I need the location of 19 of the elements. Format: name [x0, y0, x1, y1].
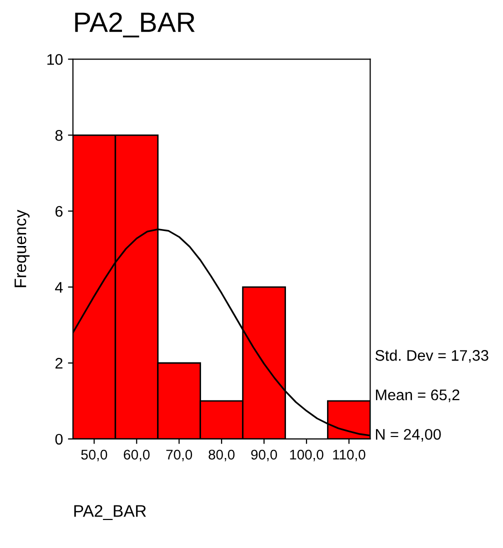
x-tick-label: 110,0 — [333, 450, 366, 462]
x-tick-label: 90,0 — [251, 450, 278, 462]
y-tick-label: 0 — [55, 434, 63, 445]
x-tick-label: 70,0 — [166, 450, 192, 462]
y-tick-label: 4 — [55, 282, 63, 293]
x-tick-label: 50,0 — [81, 450, 108, 462]
text: Mean = 65,2 — [376, 389, 460, 402]
x-axis-title: PA2_BAR — [74, 505, 146, 520]
chart-title: PA2_BAR — [75, 12, 195, 38]
y-tick-label: 10 — [47, 54, 63, 65]
x-tick-label: 100,0 — [290, 450, 324, 462]
text: N = 24,00 — [376, 428, 441, 442]
y-tick-label: 8 — [55, 130, 63, 141]
x-tick-label: 80,0 — [208, 450, 235, 462]
y-axis-title: Frequency — [14, 210, 30, 288]
y-tick-label: 6 — [55, 206, 63, 217]
text: Std. Dev = 17,33 — [375, 350, 488, 363]
y-tick-label: 2 — [55, 358, 62, 369]
x-tick-label: 60,0 — [124, 450, 150, 462]
